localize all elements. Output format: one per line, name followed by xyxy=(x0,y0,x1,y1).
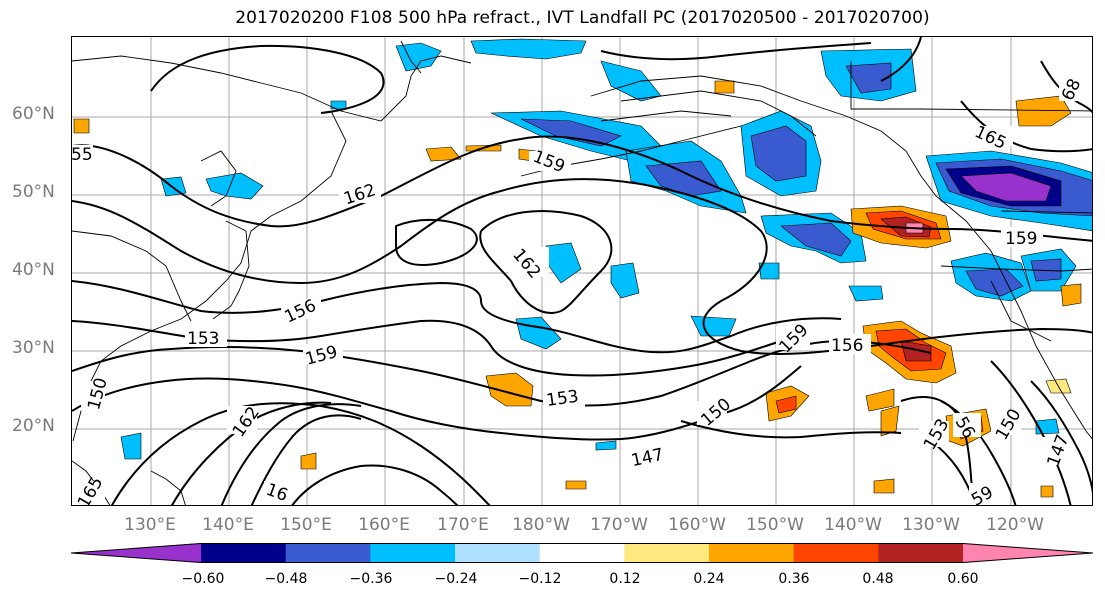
colorbar xyxy=(71,543,1093,563)
contour-label: 59 xyxy=(968,482,997,506)
colorbar-segment xyxy=(201,543,287,563)
colorbar-tick: −0.24 xyxy=(434,571,478,587)
lat-label-60n: 60°N xyxy=(12,104,55,124)
lat-label-20n: 20°N xyxy=(12,416,55,436)
colorbar-tick: 0.36 xyxy=(778,571,810,587)
map-panel: 68 55 162 159 165 159 156 153 162 159 15… xyxy=(71,36,1093,506)
negative-pc-shading xyxy=(120,38,1092,460)
lon-label-150w: 150°W xyxy=(746,515,804,535)
lon-label-170e: 170°E xyxy=(437,515,489,535)
contour-label-group xyxy=(72,83,1081,505)
colorbar-segment xyxy=(878,543,964,563)
lat-label-30n: 30°N xyxy=(12,338,55,358)
contour-label: 55 xyxy=(72,145,93,165)
colorbar-segment xyxy=(709,543,795,563)
contour-label: 159 xyxy=(1005,229,1037,249)
lon-label-140e: 140°E xyxy=(202,515,254,535)
lon-label-160e: 160°E xyxy=(358,515,410,535)
colorbar-tick: 0.24 xyxy=(693,571,725,587)
lon-label-170w: 170°W xyxy=(590,515,648,535)
lon-label-120w: 120°W xyxy=(986,515,1044,535)
lon-label-180w: 180°W xyxy=(512,515,570,535)
contour-label: 150 xyxy=(697,394,735,430)
colorbar-segment xyxy=(370,543,456,563)
colorbar-segment xyxy=(539,543,625,563)
colorbar-tick: 0.12 xyxy=(609,571,641,587)
lon-label-160w: 160°W xyxy=(668,515,726,535)
colorbar-segment xyxy=(285,543,371,563)
contour-label: 153 xyxy=(545,387,580,411)
colorbar-segment xyxy=(455,543,541,563)
colorbar-extend-low xyxy=(71,543,201,563)
colorbar-tick: −0.12 xyxy=(518,571,562,587)
colorbar-tick: −0.60 xyxy=(181,571,225,587)
colorbar-tick: −0.48 xyxy=(264,571,308,587)
map-svg: 68 55 162 159 165 159 156 153 162 159 15… xyxy=(72,37,1092,506)
colorbar-tick: 0.48 xyxy=(862,571,894,587)
colorbar-segment xyxy=(624,543,710,563)
contour-label: 156 xyxy=(831,336,863,356)
lon-label-150e: 150°E xyxy=(280,515,332,535)
lon-label-130e: 130°E xyxy=(124,515,176,535)
colorbar-extend-high xyxy=(963,543,1093,563)
lon-label-130w: 130°W xyxy=(902,515,960,535)
lat-label-50n: 50°N xyxy=(12,182,55,202)
map-title: 2017020200 F108 500 hPa refract., IVT La… xyxy=(235,8,930,28)
colorbar-tick: 0.60 xyxy=(947,571,979,587)
colorbar-outline xyxy=(71,543,1093,563)
contour-label: 153 xyxy=(187,329,219,349)
lon-label-140w: 140°W xyxy=(824,515,882,535)
colorbar-segment xyxy=(793,543,879,563)
lat-label-40n: 40°N xyxy=(12,260,55,280)
colorbar-tick: −0.36 xyxy=(349,571,393,587)
contour-label: 159 xyxy=(775,320,812,357)
